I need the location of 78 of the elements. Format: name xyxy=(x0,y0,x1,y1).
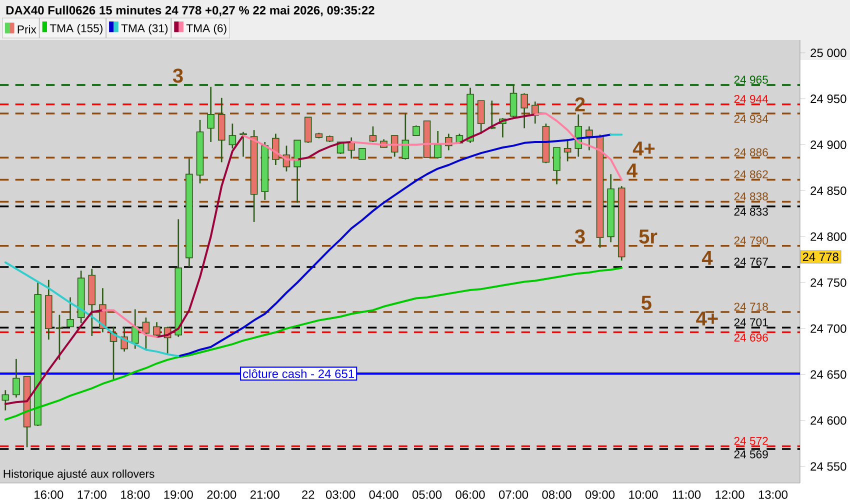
candlestick xyxy=(142,316,150,350)
ref-line-label: 24 934 xyxy=(734,114,768,123)
ref-line-label: 24 862 xyxy=(734,170,768,178)
annotation: Historique ajusté aux rollovers xyxy=(4,469,154,480)
x-tick-label: 16:00 xyxy=(34,490,64,499)
ref-line-label: clôture cash - 24 651 xyxy=(243,369,354,378)
ref-line-label: 24 767 xyxy=(734,258,768,266)
candlestick xyxy=(434,130,442,160)
annotation: 5 xyxy=(641,296,652,310)
y-tick-label: 24 700 xyxy=(810,324,846,333)
annotation: 4+ xyxy=(632,142,655,156)
legend-label: TMA (6) xyxy=(186,24,226,34)
annotation: 4 xyxy=(626,164,638,178)
y-tick-label: 24 900 xyxy=(810,140,846,150)
x-tick-label: 19:00 xyxy=(164,490,193,499)
candlestick xyxy=(66,296,74,328)
x-tick-label: 05:00 xyxy=(412,490,442,499)
y-tick-label: 24 950 xyxy=(810,94,846,104)
annotation: 2 xyxy=(575,97,585,112)
x-tick-label: 21:00 xyxy=(250,490,280,499)
legend-label: TMA (155) xyxy=(50,24,102,34)
y-tick-label: 24 800 xyxy=(810,232,846,241)
ref-line-label: 24 965 xyxy=(734,76,768,84)
ref-line-label: 24 569 xyxy=(734,450,768,458)
y-tick-label: 24 850 xyxy=(810,186,846,195)
x-tick-label: 04:00 xyxy=(369,490,398,499)
annotation: 5r xyxy=(639,230,658,244)
candlestick xyxy=(586,126,593,151)
candlestick xyxy=(477,100,485,134)
legend-label: TMA (31) xyxy=(121,24,168,34)
candlestick xyxy=(412,124,420,136)
annotation: 4+ xyxy=(696,312,718,326)
x-tick-label: 09:00 xyxy=(585,490,615,499)
ref-line-label: 24 701 xyxy=(734,318,768,326)
annotation: 24 778 xyxy=(802,252,838,262)
ref-line-label: 24 696 xyxy=(734,334,768,342)
y-tick-label: 25 000 xyxy=(810,48,846,58)
annotation: 4 xyxy=(702,250,713,265)
x-tick-label: 06:00 xyxy=(456,490,485,499)
ref-line-label: 24 944 xyxy=(734,94,768,103)
chart-title: DAX40 Full0626 15 minutes 24 778 +0,27 % 22 mai 2026, 09:35:22 xyxy=(6,6,374,16)
x-tick-label: 22 xyxy=(302,490,314,499)
annotation: 3 xyxy=(574,229,585,244)
candlestick xyxy=(272,133,280,166)
y-tick-label: 24 600 xyxy=(810,416,846,425)
x-tick-label: 17:00 xyxy=(78,490,106,499)
y-tick-label: 24 750 xyxy=(810,278,846,287)
ref-line-label: 24 833 xyxy=(734,208,768,216)
x-tick-label: 20:00 xyxy=(207,490,236,499)
x-tick-label: 13:00 xyxy=(758,490,788,499)
x-tick-label: 03:00 xyxy=(326,490,356,499)
candlestick xyxy=(369,126,377,143)
candlestick xyxy=(520,92,528,129)
ref-line-label: 24 838 xyxy=(734,192,768,200)
candlestick xyxy=(131,308,139,350)
candlestick xyxy=(358,148,366,160)
candlestick xyxy=(553,146,560,185)
candlestick xyxy=(2,390,10,412)
ref-line-label: 24 790 xyxy=(734,236,768,245)
y-tick-label: 24 650 xyxy=(810,370,846,379)
x-tick-label: 08:00 xyxy=(542,490,572,499)
candlestick xyxy=(564,138,572,162)
candlestick xyxy=(207,86,214,143)
x-tick-label: 10:00 xyxy=(629,490,658,499)
candlestick xyxy=(228,122,236,150)
ref-line-label: 24 718 xyxy=(734,302,768,311)
ref-line-label: 24 572 xyxy=(734,436,768,445)
legend-label: Prix xyxy=(18,25,36,34)
y-tick-label: 24 550 xyxy=(810,462,846,471)
ref-line-label: 24 886 xyxy=(734,148,768,156)
x-tick-label: 12:00 xyxy=(716,490,744,499)
x-tick-label: 18:00 xyxy=(121,490,150,499)
candlestick xyxy=(153,321,160,338)
x-tick-label: 11:00 xyxy=(672,490,701,499)
candlestick xyxy=(510,84,518,118)
x-tick-label: 07:00 xyxy=(498,490,528,499)
annotation: 3 xyxy=(172,68,183,83)
candlestick xyxy=(12,358,20,398)
